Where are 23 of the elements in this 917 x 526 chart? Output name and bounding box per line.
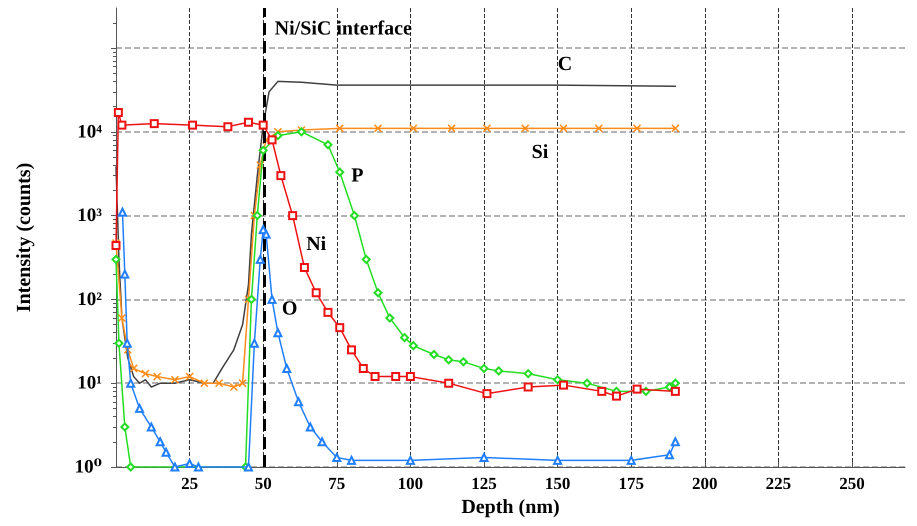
x-tick-label: 150 bbox=[544, 474, 570, 493]
series-label: O bbox=[282, 297, 298, 320]
y-tick-label: 10⁴ bbox=[77, 121, 102, 142]
x-tick-label: 125 bbox=[471, 474, 497, 493]
x-tick-label: 25 bbox=[181, 474, 198, 493]
y-tick-label: 10¹ bbox=[77, 372, 102, 394]
x-tick-label: 100 bbox=[398, 474, 424, 493]
x-tick-label: 200 bbox=[692, 474, 718, 493]
x-tick-label: 50 bbox=[254, 474, 272, 493]
x-tick-label: 175 bbox=[618, 474, 644, 493]
series-label: C bbox=[558, 53, 572, 76]
y-axis-title: Intensity (counts) bbox=[13, 162, 35, 312]
y-tick-label: 10⁰ bbox=[74, 456, 102, 478]
x-tick-label: 250 bbox=[839, 474, 865, 493]
series-label: P bbox=[351, 164, 364, 187]
y-tick-label: 10³ bbox=[77, 205, 102, 226]
series-label: Si bbox=[532, 141, 549, 164]
x-tick-label: 75 bbox=[328, 474, 346, 493]
y-tick-label: 10² bbox=[77, 288, 102, 310]
x-tick-label: 225 bbox=[766, 474, 792, 493]
x-axis-title: Depth (nm) bbox=[461, 496, 560, 518]
ref-line-label: Ni/SiC interface bbox=[274, 18, 412, 40]
series-label: Ni bbox=[306, 232, 327, 255]
